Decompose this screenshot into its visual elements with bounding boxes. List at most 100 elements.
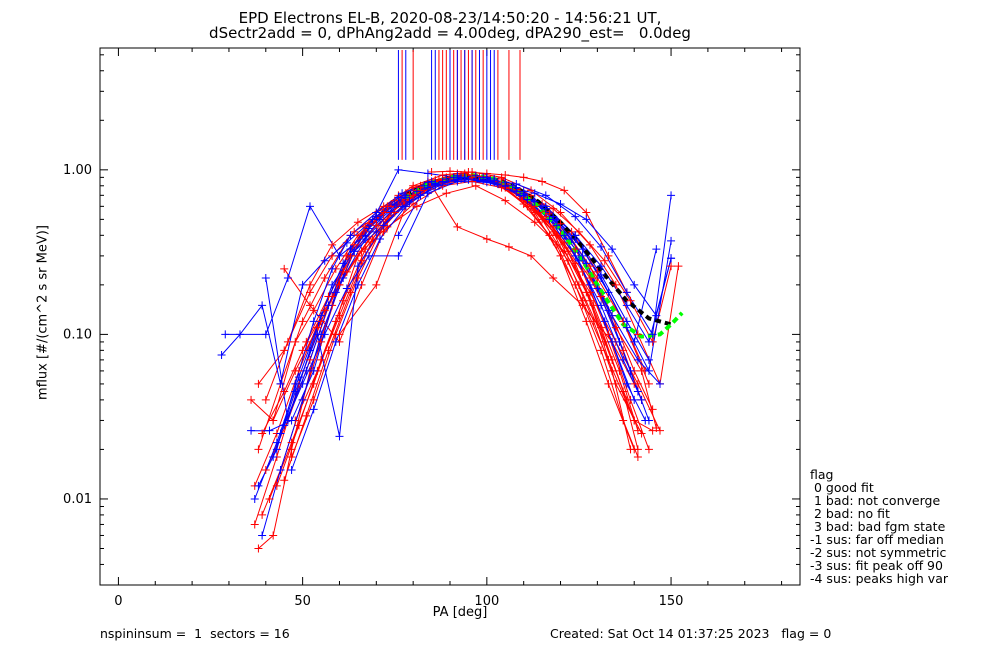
red-data-point [648, 405, 657, 414]
blue-data-point [287, 465, 296, 474]
red-data-point [667, 262, 676, 271]
red-data-point [280, 476, 289, 485]
red-data-point [597, 346, 606, 355]
blue-data-point [667, 236, 676, 245]
blue-data-point [644, 416, 653, 425]
legend-item: -3 sus: fit peak off 90 [810, 558, 943, 573]
red-data-point [582, 317, 591, 326]
red-data-point [280, 387, 289, 396]
blue-data-point [633, 355, 642, 364]
x-axis-label: PA [deg] [432, 605, 488, 620]
blue-data-point [401, 193, 410, 202]
red-data-point [545, 231, 554, 240]
red-data-point [320, 306, 329, 315]
red-data-point [283, 337, 292, 346]
blue-data-point [549, 212, 558, 221]
blue-data-point [578, 245, 587, 254]
red-data-point [589, 301, 598, 310]
blue-data-point [376, 234, 384, 243]
blue-data-point [346, 231, 355, 240]
blue-data-point [342, 284, 351, 293]
red-data-point [560, 238, 569, 247]
blue-data-point [335, 251, 344, 260]
red-data-point [328, 240, 337, 249]
red-data-point [339, 296, 348, 305]
red-data-point [302, 411, 311, 420]
blue-data-point [552, 221, 561, 230]
red-data-point [586, 288, 594, 297]
red-data-point [291, 366, 300, 375]
red-data-point [549, 274, 558, 283]
blue-data-point [449, 173, 458, 182]
red-data-point [527, 191, 536, 200]
blue-data-point [250, 494, 259, 503]
red-data-point [269, 531, 278, 540]
red-data-point [353, 274, 362, 283]
legend-item: 2 bad: no fit [810, 506, 890, 521]
red-data-point [324, 346, 333, 355]
blue-data-point [604, 288, 613, 297]
blue-data-point [593, 284, 602, 293]
blue-data-point [353, 280, 362, 289]
red-data-point [464, 168, 473, 177]
blue-data-point [622, 379, 631, 388]
blue-data-point [236, 330, 244, 339]
red-data-point [306, 288, 314, 297]
red-data-point [313, 323, 322, 332]
blue-data-point [364, 224, 373, 233]
blue-data-point [283, 416, 292, 425]
red-series-line [269, 174, 635, 500]
red-data-point [409, 191, 418, 200]
red-data-point [574, 280, 583, 289]
red-data-point [350, 227, 359, 236]
red-data-point [619, 387, 628, 396]
blue-data-point [567, 234, 576, 243]
blue-data-point [541, 191, 550, 200]
red-data-point [254, 379, 263, 388]
x-tick-label: 100 [474, 594, 499, 609]
blue-data-point [571, 212, 580, 221]
red-data-point [633, 426, 642, 435]
red-data-point [597, 323, 606, 332]
blue-data-point [471, 171, 480, 180]
blue-data-point [280, 421, 289, 430]
red-data-point [446, 167, 454, 176]
red-data-point [604, 330, 613, 339]
blue-data-point [394, 193, 403, 202]
red-data-point [626, 296, 635, 305]
red-data-point [600, 337, 609, 346]
blue-data-point [582, 215, 591, 224]
blue-data-point [644, 366, 653, 375]
blue-data-point [309, 405, 318, 414]
y-axis-label: mflux [#/(cm^2 s sr MeV)] [35, 225, 51, 400]
blue-data-point [431, 181, 440, 190]
red-data-point [563, 256, 572, 265]
blue-data-point [272, 445, 281, 454]
blue-data-point [258, 301, 267, 310]
blue-data-point [272, 438, 281, 447]
blue-data-point [633, 387, 642, 396]
red-data-point [272, 481, 281, 490]
x-tick-label: 150 [659, 594, 684, 609]
red-data-point [619, 346, 628, 355]
blue-data-point [508, 181, 517, 190]
red-data-point [604, 251, 613, 260]
blue-data-point [379, 221, 388, 230]
blue-data-point [353, 262, 362, 271]
blue-data-point [460, 173, 469, 182]
red-data-point [604, 379, 613, 388]
legend-item: 3 bad: bad fgm state [810, 519, 946, 534]
red-data-point [586, 296, 594, 305]
red-data-point [247, 395, 256, 404]
blue-data-point [667, 254, 676, 263]
blue-data-point [656, 379, 664, 388]
blue-data-point [394, 251, 403, 260]
blue-data-point [309, 366, 318, 375]
series-points [217, 165, 683, 553]
blue-data-point [560, 231, 569, 240]
blue-data-point [331, 337, 340, 346]
blue-data-point [571, 231, 580, 240]
red-data-point [335, 311, 344, 320]
blue-data-point [364, 251, 373, 260]
